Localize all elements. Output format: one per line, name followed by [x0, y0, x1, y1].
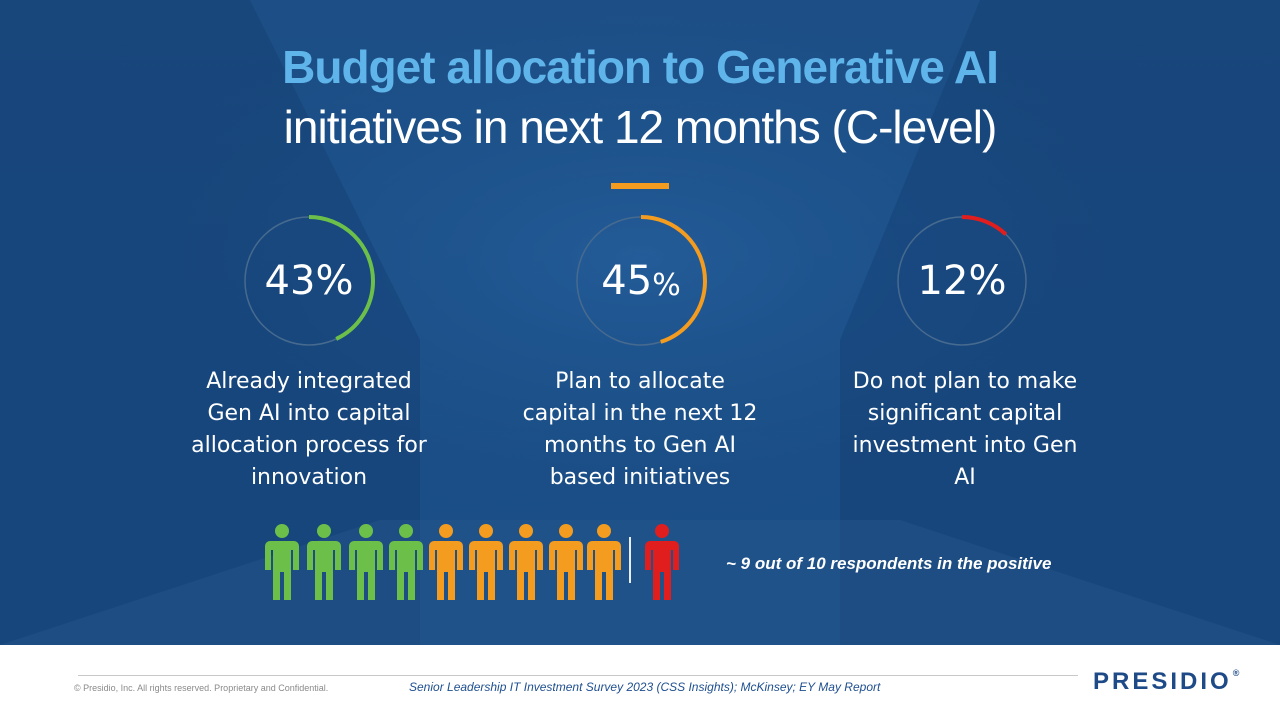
- person-icon-shape: [429, 524, 463, 600]
- ring-arc: [243, 215, 375, 347]
- person-icon-shape: [549, 524, 583, 600]
- footer-rule: [78, 675, 1078, 676]
- title-line-2: initiatives in next 12 months (C-level): [283, 101, 998, 153]
- accent-divider: [611, 183, 669, 189]
- presidio-logo: PRESIDIO®: [1093, 668, 1239, 696]
- stat-description-3: Do not plan to make significant capital …: [852, 369, 1078, 490]
- slide-background: Budget allocation to Generative AI initi…: [0, 0, 1280, 645]
- person-icon-shape: [307, 524, 341, 600]
- ring-arc: [575, 215, 707, 347]
- stat-ring-2: 45%: [575, 215, 707, 347]
- person-icon: [304, 522, 344, 602]
- stat-description-1: Already integrated Gen AI into capital a…: [191, 369, 427, 490]
- stat-number: 12%: [917, 258, 1007, 304]
- person-icon: [262, 522, 302, 602]
- person-icon: [642, 522, 682, 602]
- person-icon-shape: [469, 524, 503, 600]
- stat-number: 43%: [264, 258, 354, 304]
- person-icon: [584, 522, 624, 602]
- stat-description-2: Plan to allocate capital in the next 12 …: [522, 369, 758, 490]
- stat-value: 45%: [575, 215, 707, 347]
- person-icon: [426, 522, 466, 602]
- stat-number: 45: [601, 258, 653, 304]
- person-icon-shape: [265, 524, 299, 600]
- person-icon: [546, 522, 586, 602]
- respondent-summary: ~ 9 out of 10 respondents in the positiv…: [726, 554, 1052, 573]
- stat-unit: %: [652, 267, 681, 303]
- person-icon-shape: [587, 524, 621, 600]
- progress-ring-red: [896, 215, 1028, 347]
- footer-copyright: © Presidio, Inc. All rights reserved. Pr…: [74, 683, 329, 693]
- respondent-divider: [629, 537, 631, 583]
- person-icon: [466, 522, 506, 602]
- person-icon: [346, 522, 386, 602]
- stat-value: 12%: [896, 215, 1028, 347]
- person-icon-shape: [509, 524, 543, 600]
- progress-ring-orange: [575, 215, 707, 347]
- title-line-1: Budget allocation to Generative AI: [282, 41, 999, 93]
- ring-arc: [896, 215, 1028, 347]
- person-icon: [386, 522, 426, 602]
- progress-ring-green: [243, 215, 375, 347]
- person-icon-shape: [349, 524, 383, 600]
- stat-ring-1: 43%: [243, 215, 375, 347]
- logo-text: PRESIDIO: [1093, 668, 1232, 695]
- person-icon-shape: [389, 524, 423, 600]
- person-icon: [506, 522, 546, 602]
- stat-value: 43%: [243, 215, 375, 347]
- stat-ring-3: 12%: [896, 215, 1028, 347]
- logo-registered-mark: ®: [1232, 668, 1240, 678]
- city-street-backdrop: [0, 0, 1280, 645]
- person-icon-shape: [645, 524, 679, 600]
- footer-source: Senior Leadership IT Investment Survey 2…: [409, 680, 881, 694]
